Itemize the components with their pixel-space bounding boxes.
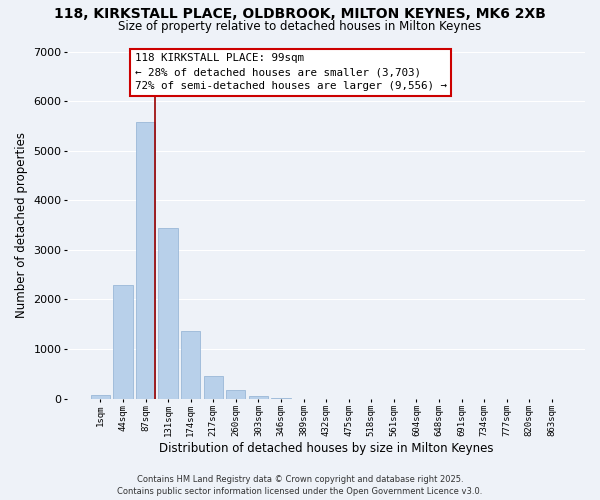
Bar bbox=[113, 284, 133, 399]
Text: Contains HM Land Registry data © Crown copyright and database right 2025.
Contai: Contains HM Land Registry data © Crown c… bbox=[118, 474, 482, 496]
Text: 118, KIRKSTALL PLACE, OLDBROOK, MILTON KEYNES, MK6 2XB: 118, KIRKSTALL PLACE, OLDBROOK, MILTON K… bbox=[54, 8, 546, 22]
Bar bbox=[91, 395, 110, 398]
Text: 118 KIRKSTALL PLACE: 99sqm
← 28% of detached houses are smaller (3,703)
72% of s: 118 KIRKSTALL PLACE: 99sqm ← 28% of deta… bbox=[134, 53, 446, 91]
Bar bbox=[203, 376, 223, 398]
Bar bbox=[226, 390, 245, 398]
Bar bbox=[181, 330, 200, 398]
Bar bbox=[249, 396, 268, 398]
X-axis label: Distribution of detached houses by size in Milton Keynes: Distribution of detached houses by size … bbox=[159, 442, 493, 455]
Bar bbox=[158, 228, 178, 398]
Y-axis label: Number of detached properties: Number of detached properties bbox=[15, 132, 28, 318]
Text: Size of property relative to detached houses in Milton Keynes: Size of property relative to detached ho… bbox=[118, 20, 482, 33]
Bar bbox=[136, 122, 155, 398]
